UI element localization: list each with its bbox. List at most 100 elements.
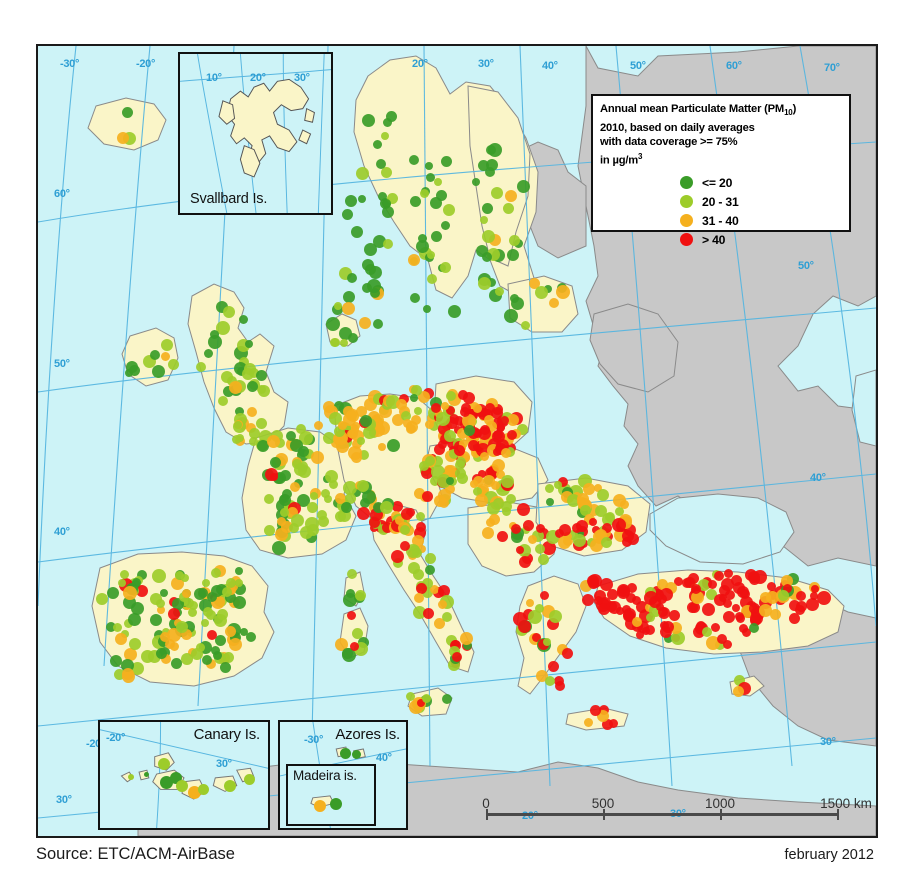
station-dot [425, 456, 436, 467]
station-dot [425, 552, 437, 564]
station-dot [386, 439, 400, 452]
station-dot [346, 589, 356, 599]
station-dot [446, 406, 456, 415]
station-dot [445, 484, 455, 495]
station-dot [407, 253, 420, 266]
legend-title-line3: with data coverage >= 75% [600, 136, 738, 149]
inset-svalbard[interactable]: 10° 20° 30° Svallbard Is. [178, 52, 333, 215]
station-dot [443, 429, 456, 442]
inset-madeira[interactable]: Madeira is. [286, 764, 376, 826]
station-dot [495, 287, 505, 297]
station-dot [419, 188, 429, 198]
station-dot [96, 593, 109, 606]
legend-class-list: <= 20 20 - 31 31 - 40 > 40 [680, 173, 849, 249]
station-dot [122, 668, 135, 681]
inset-canary[interactable]: -20° 30° Canary Is. [98, 720, 270, 830]
station-dot [439, 498, 450, 509]
station-dot [445, 390, 456, 401]
station-dot [705, 636, 720, 651]
station-dot [265, 467, 279, 481]
station-dot [160, 653, 171, 664]
station-dot [600, 537, 612, 549]
station-dot [432, 455, 444, 467]
station-dot [176, 780, 188, 792]
station-dot [144, 772, 149, 777]
station-dot [235, 578, 244, 587]
station-dot [222, 305, 235, 318]
station-dot [645, 624, 656, 635]
station-dot [698, 579, 711, 592]
station-dot [363, 242, 377, 256]
station-dot [706, 588, 718, 600]
station-dot [119, 570, 129, 580]
station-dot [557, 477, 568, 488]
station-dot [509, 235, 521, 247]
station-dot [376, 158, 387, 169]
station-dot [506, 494, 517, 505]
station-dot [231, 434, 241, 444]
station-dot [478, 277, 492, 291]
station-dot [239, 356, 250, 367]
station-dot [438, 599, 448, 609]
station-dot [477, 469, 486, 478]
station-dot [343, 480, 358, 495]
station-dot [454, 460, 465, 471]
station-dot [733, 675, 745, 687]
station-dot [462, 392, 475, 405]
station-dot [736, 614, 746, 624]
station-dot [723, 640, 733, 650]
station-dot [136, 570, 147, 581]
station-dot [357, 195, 366, 204]
station-dot [298, 446, 310, 458]
station-dot [482, 409, 494, 421]
station-dot [415, 239, 429, 253]
station-dot [359, 414, 372, 427]
scale-label-3: 1500 km [820, 796, 872, 811]
station-dot [725, 590, 735, 601]
station-dot [510, 524, 521, 535]
station-dot [369, 516, 381, 528]
station-dot [263, 494, 274, 505]
station-dot [130, 601, 144, 615]
station-dot [171, 657, 183, 669]
station-dot [202, 578, 210, 587]
station-dot [536, 670, 548, 683]
station-dot [406, 420, 419, 433]
station-dot [244, 339, 253, 348]
station-dot [517, 620, 531, 634]
station-dot [502, 507, 511, 517]
station-dot [631, 617, 642, 628]
station-dot [731, 603, 740, 612]
station-dot [535, 543, 546, 554]
legend-label-2: 31 - 40 [702, 213, 739, 228]
station-dot [241, 368, 254, 381]
station-dot [352, 627, 364, 639]
station-dot [516, 545, 525, 554]
station-dot [299, 431, 314, 446]
station-dot [486, 277, 496, 287]
station-dot [342, 405, 354, 417]
station-dot [486, 502, 500, 516]
station-dot [433, 617, 445, 629]
scale-label-2: 1000 [704, 796, 736, 811]
station-dot [387, 193, 399, 205]
station-dot [234, 407, 244, 417]
station-dot [333, 401, 344, 412]
station-dot [222, 586, 233, 597]
station-dot [368, 266, 382, 280]
station-dot [151, 365, 165, 379]
station-dot [346, 272, 357, 283]
station-dot [442, 203, 455, 216]
station-dot [357, 436, 366, 445]
station-dot [463, 641, 473, 651]
station-dot [224, 780, 236, 792]
station-dot [442, 693, 452, 704]
map-frame[interactable]: -30° -20° 0° 20° 30° 40° 50° 60° 70° 60°… [36, 44, 878, 838]
station-dot [396, 399, 408, 411]
station-dot [414, 488, 426, 500]
station-dot [418, 391, 431, 404]
station-dot [168, 359, 180, 371]
station-dot [460, 631, 474, 645]
station-dot [413, 592, 424, 603]
station-dot [356, 405, 368, 417]
